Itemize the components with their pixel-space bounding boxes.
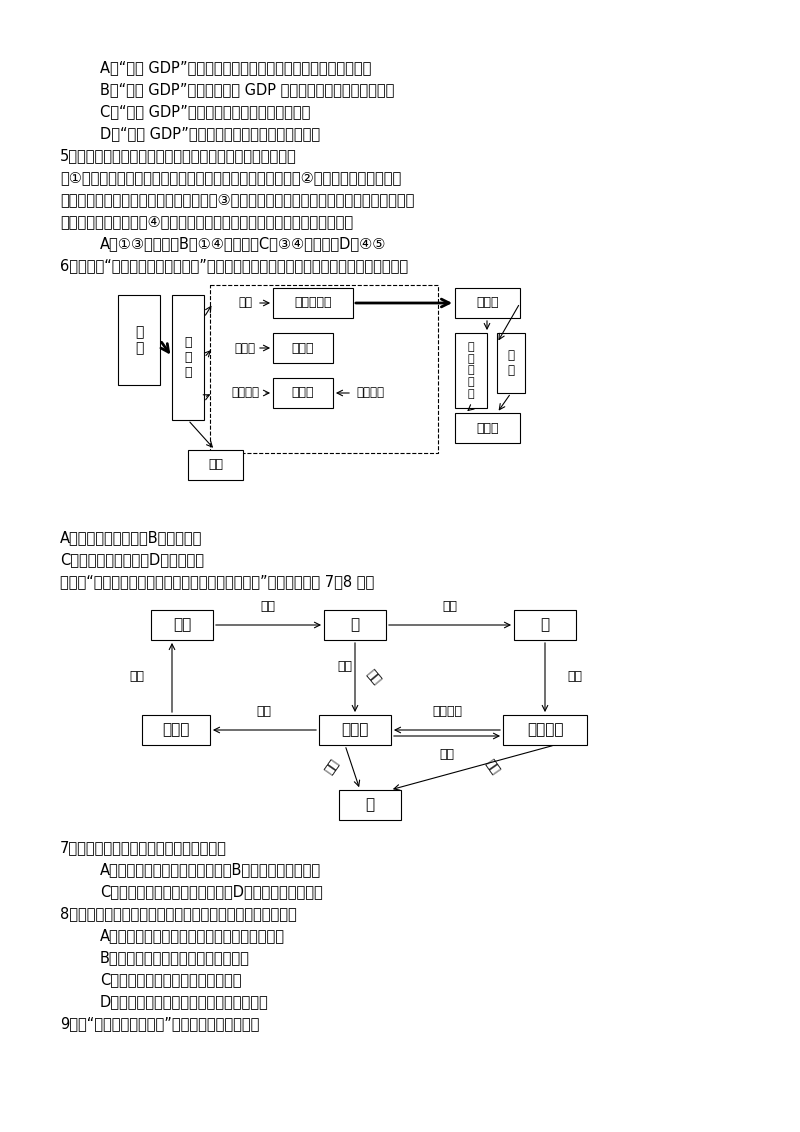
Bar bbox=[455, 333, 487, 408]
Text: 9．读“渤海湾污染状况图”，分析完成下列问题。: 9．读“渤海湾污染状况图”，分析完成下列问题。 bbox=[60, 1017, 259, 1031]
Text: 热水利用: 热水利用 bbox=[231, 386, 259, 400]
Bar bbox=[172, 295, 204, 420]
Text: 食用菌: 食用菌 bbox=[162, 722, 190, 738]
Text: 污
水
处
理
厂: 污 水 处 理 厂 bbox=[468, 342, 474, 398]
Text: B．“绿色 GDP”含义是不追求 GDP 的增长速度，而追求环境质量: B．“绿色 GDP”含义是不追求 GDP 的增长速度，而追求环境质量 bbox=[100, 82, 394, 97]
Text: 猪: 猪 bbox=[541, 617, 550, 633]
Bar bbox=[188, 451, 243, 480]
Bar bbox=[142, 715, 210, 745]
Text: 杂物: 杂物 bbox=[338, 660, 353, 674]
Text: 砖瓦厂: 砖瓦厂 bbox=[476, 421, 498, 435]
Text: C．保持水土　　　　D．减少酸雨: C．保持水土 D．减少酸雨 bbox=[60, 552, 204, 567]
Text: C．饲料、肥料、燃料之间竞争激烈: C．饲料、肥料、燃料之间竞争激烈 bbox=[100, 972, 242, 987]
Text: 业技术的绿色革命，使得食物产量提高　③德国利用垃圾笱来分类回收不同颜色的空瓶子，: 业技术的绿色革命，使得食物产量提高 ③德国利用垃圾笱来分类回收不同颜色的空瓶子， bbox=[60, 192, 414, 207]
Text: 粪渣: 粪渣 bbox=[363, 667, 383, 687]
Bar bbox=[319, 715, 391, 745]
Bar bbox=[273, 288, 353, 318]
Text: 8．该地农民使用汼气作为燃料，对环境的影响是（　　）。: 8．该地农民使用汼气作为燃料，对环境的影响是（ ）。 bbox=[60, 906, 297, 921]
Bar bbox=[324, 610, 386, 640]
Text: 废弃物: 废弃物 bbox=[476, 297, 498, 309]
Text: C．“绿色 GDP”的提高会增加资源的相对消耗量: C．“绿色 GDP”的提高会增加资源的相对消耗量 bbox=[100, 104, 310, 119]
Text: 粪肥: 粪肥 bbox=[567, 670, 582, 684]
Text: 鱼: 鱼 bbox=[366, 798, 374, 813]
Text: 沼渣: 沼渣 bbox=[439, 748, 454, 761]
Text: 发
电
厂: 发 电 厂 bbox=[184, 336, 192, 379]
Text: 废
渣: 废 渣 bbox=[507, 349, 514, 377]
Text: ①马来西亚为了扩大原木出口，把生态林改为木材生产林　②菲律宾开展基于传统农: ①马来西亚为了扩大原木出口，把生态林改为木材生产林 ②菲律宾开展基于传统农 bbox=[60, 170, 402, 185]
Text: 电力: 电力 bbox=[208, 458, 223, 472]
Text: 并作为资源循环利用　④瑞士废除不能稳定供给的新能源，提高了核电比重: 并作为资源循环利用 ④瑞士废除不能稳定供给的新能源，提高了核电比重 bbox=[60, 214, 353, 229]
Text: 沼气池: 沼气池 bbox=[342, 722, 369, 738]
Bar bbox=[151, 610, 213, 640]
Bar bbox=[503, 715, 587, 745]
Text: A．①③　　　　B．①④　　　　C．③④　　　　D．④⑤: A．①③ B．①④ C．③④ D．④⑤ bbox=[100, 235, 386, 251]
Text: A．秸秆、汼渣、化肥　　　　　B．汼渣、粪肥、塘泥: A．秸秆、汼渣、化肥 B．汼渣、粪肥、塘泥 bbox=[100, 861, 321, 877]
Text: A．有利于保护植被，减少水土流失，净化环境: A．有利于保护植被，减少水土流失，净化环境 bbox=[100, 928, 285, 943]
Text: 中水回用: 中水回用 bbox=[356, 386, 384, 400]
Text: 沼渣: 沼渣 bbox=[257, 705, 271, 718]
Text: 5．关于建立可持续发展社会，下列做法正确的是（　　）。: 5．关于建立可持续发展社会，下列做法正确的是（ ）。 bbox=[60, 148, 297, 163]
Bar bbox=[497, 333, 525, 393]
Text: 7．该村大田农业的主要肥料是（　　）。: 7．该村大田农业的主要肥料是（ ）。 bbox=[60, 840, 227, 855]
Text: 沼液: 沼液 bbox=[322, 757, 342, 777]
Text: 6．下图为“某电厂循环经济示意图”，该电厂的生产模式对环境的直接影响是（　　）。: 6．下图为“某电厂循环经济示意图”，该电厂的生产模式对环境的直接影响是（ ）。 bbox=[60, 258, 408, 273]
Text: 鸡粪: 鸡粪 bbox=[442, 600, 458, 614]
Text: D．“绿色 GDP”的实质是实现人与自然的和谐统一: D．“绿色 GDP”的实质是实现人与自然的和谐统一 bbox=[100, 126, 320, 142]
Text: 原
煤: 原 煤 bbox=[135, 325, 143, 355]
Text: 供热厂: 供热厂 bbox=[292, 386, 314, 400]
Bar bbox=[210, 285, 438, 453]
Text: D．不利于农业内部各部门之间的有机联系: D．不利于农业内部各部门之间的有机联系 bbox=[100, 994, 269, 1009]
Text: 杂草秸秆: 杂草秸秆 bbox=[432, 705, 462, 718]
Bar bbox=[455, 413, 520, 443]
Bar bbox=[118, 295, 160, 385]
Text: 大田农业: 大田农业 bbox=[526, 722, 563, 738]
Text: 蚯蚓: 蚯蚓 bbox=[173, 617, 191, 633]
Bar bbox=[455, 288, 520, 318]
Text: 塘泥: 塘泥 bbox=[482, 757, 502, 777]
Text: 水泥厂: 水泥厂 bbox=[292, 342, 314, 354]
Text: 蚯蚓: 蚯蚓 bbox=[261, 600, 275, 614]
Text: 下图为“我国南方某农村生态农业试验场生产模式图”，读图完成第 7～8 题。: 下图为“我国南方某农村生态农业试验场生产模式图”，读图完成第 7～8 题。 bbox=[60, 574, 374, 589]
Bar bbox=[273, 378, 333, 408]
Text: B．减少了秸秆还田，土壤肥力会下降: B．减少了秸秆还田，土壤肥力会下降 bbox=[100, 950, 250, 964]
Text: 粉煤灰: 粉煤灰 bbox=[234, 342, 255, 354]
Text: 脱硫: 脱硫 bbox=[238, 297, 252, 309]
Text: C．化肥、粪渣、汼渣　　　　　D．菌渣、汼渣、塘泥: C．化肥、粪渣、汼渣 D．菌渣、汼渣、塘泥 bbox=[100, 884, 322, 899]
Text: 菌渣: 菌渣 bbox=[130, 670, 145, 684]
Bar bbox=[514, 610, 576, 640]
Bar bbox=[339, 790, 401, 820]
Text: 石膏板材厂: 石膏板材厂 bbox=[294, 297, 332, 309]
Text: 鸡: 鸡 bbox=[350, 617, 359, 633]
Text: A．减弱噪声　　　　B．绿化环境: A．减弱噪声 B．绿化环境 bbox=[60, 530, 202, 544]
Bar bbox=[273, 333, 333, 363]
Text: A．“绿色 GDP”的增长主要靠提高绿地面积和森林覆盖率来实现: A．“绿色 GDP”的增长主要靠提高绿地面积和森林覆盖率来实现 bbox=[100, 60, 371, 75]
